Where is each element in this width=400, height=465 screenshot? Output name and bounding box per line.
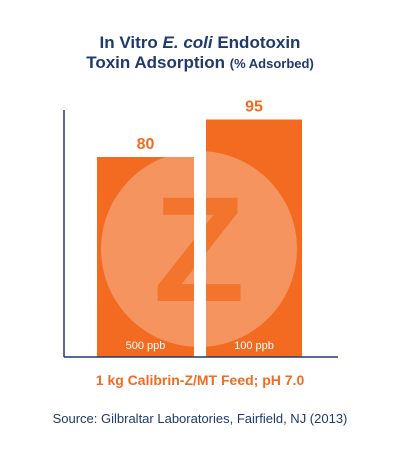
value-label-1: 80 [137,136,155,153]
title-line2-small: (% Adsorbed) [229,56,314,71]
title-line1-italic: E. coli [162,33,213,52]
bar-1 [97,157,194,357]
chart-title-line1: In Vitro E. coli Endotoxin [0,33,400,53]
title-line1-post: Endotoxin [212,33,301,52]
title-line2-main: Toxin Adsorption [86,53,230,72]
category-label-2: 100 ppb [234,340,274,352]
source-note: Source: Gilbraltar Laboratories, Fairfie… [52,411,348,426]
value-label-2: 95 [245,99,263,116]
category-label-1: 500 ppb [126,340,166,352]
chart-title-line2: Toxin Adsorption (% Adsorbed) [0,53,400,74]
x-axis-label: 1 kg Calibrin-Z/MT Feed; pH 7.0 [95,372,305,388]
bar-2 [206,119,302,357]
bar-gap [194,102,206,357]
title-line1-pre: In Vitro [99,33,163,52]
